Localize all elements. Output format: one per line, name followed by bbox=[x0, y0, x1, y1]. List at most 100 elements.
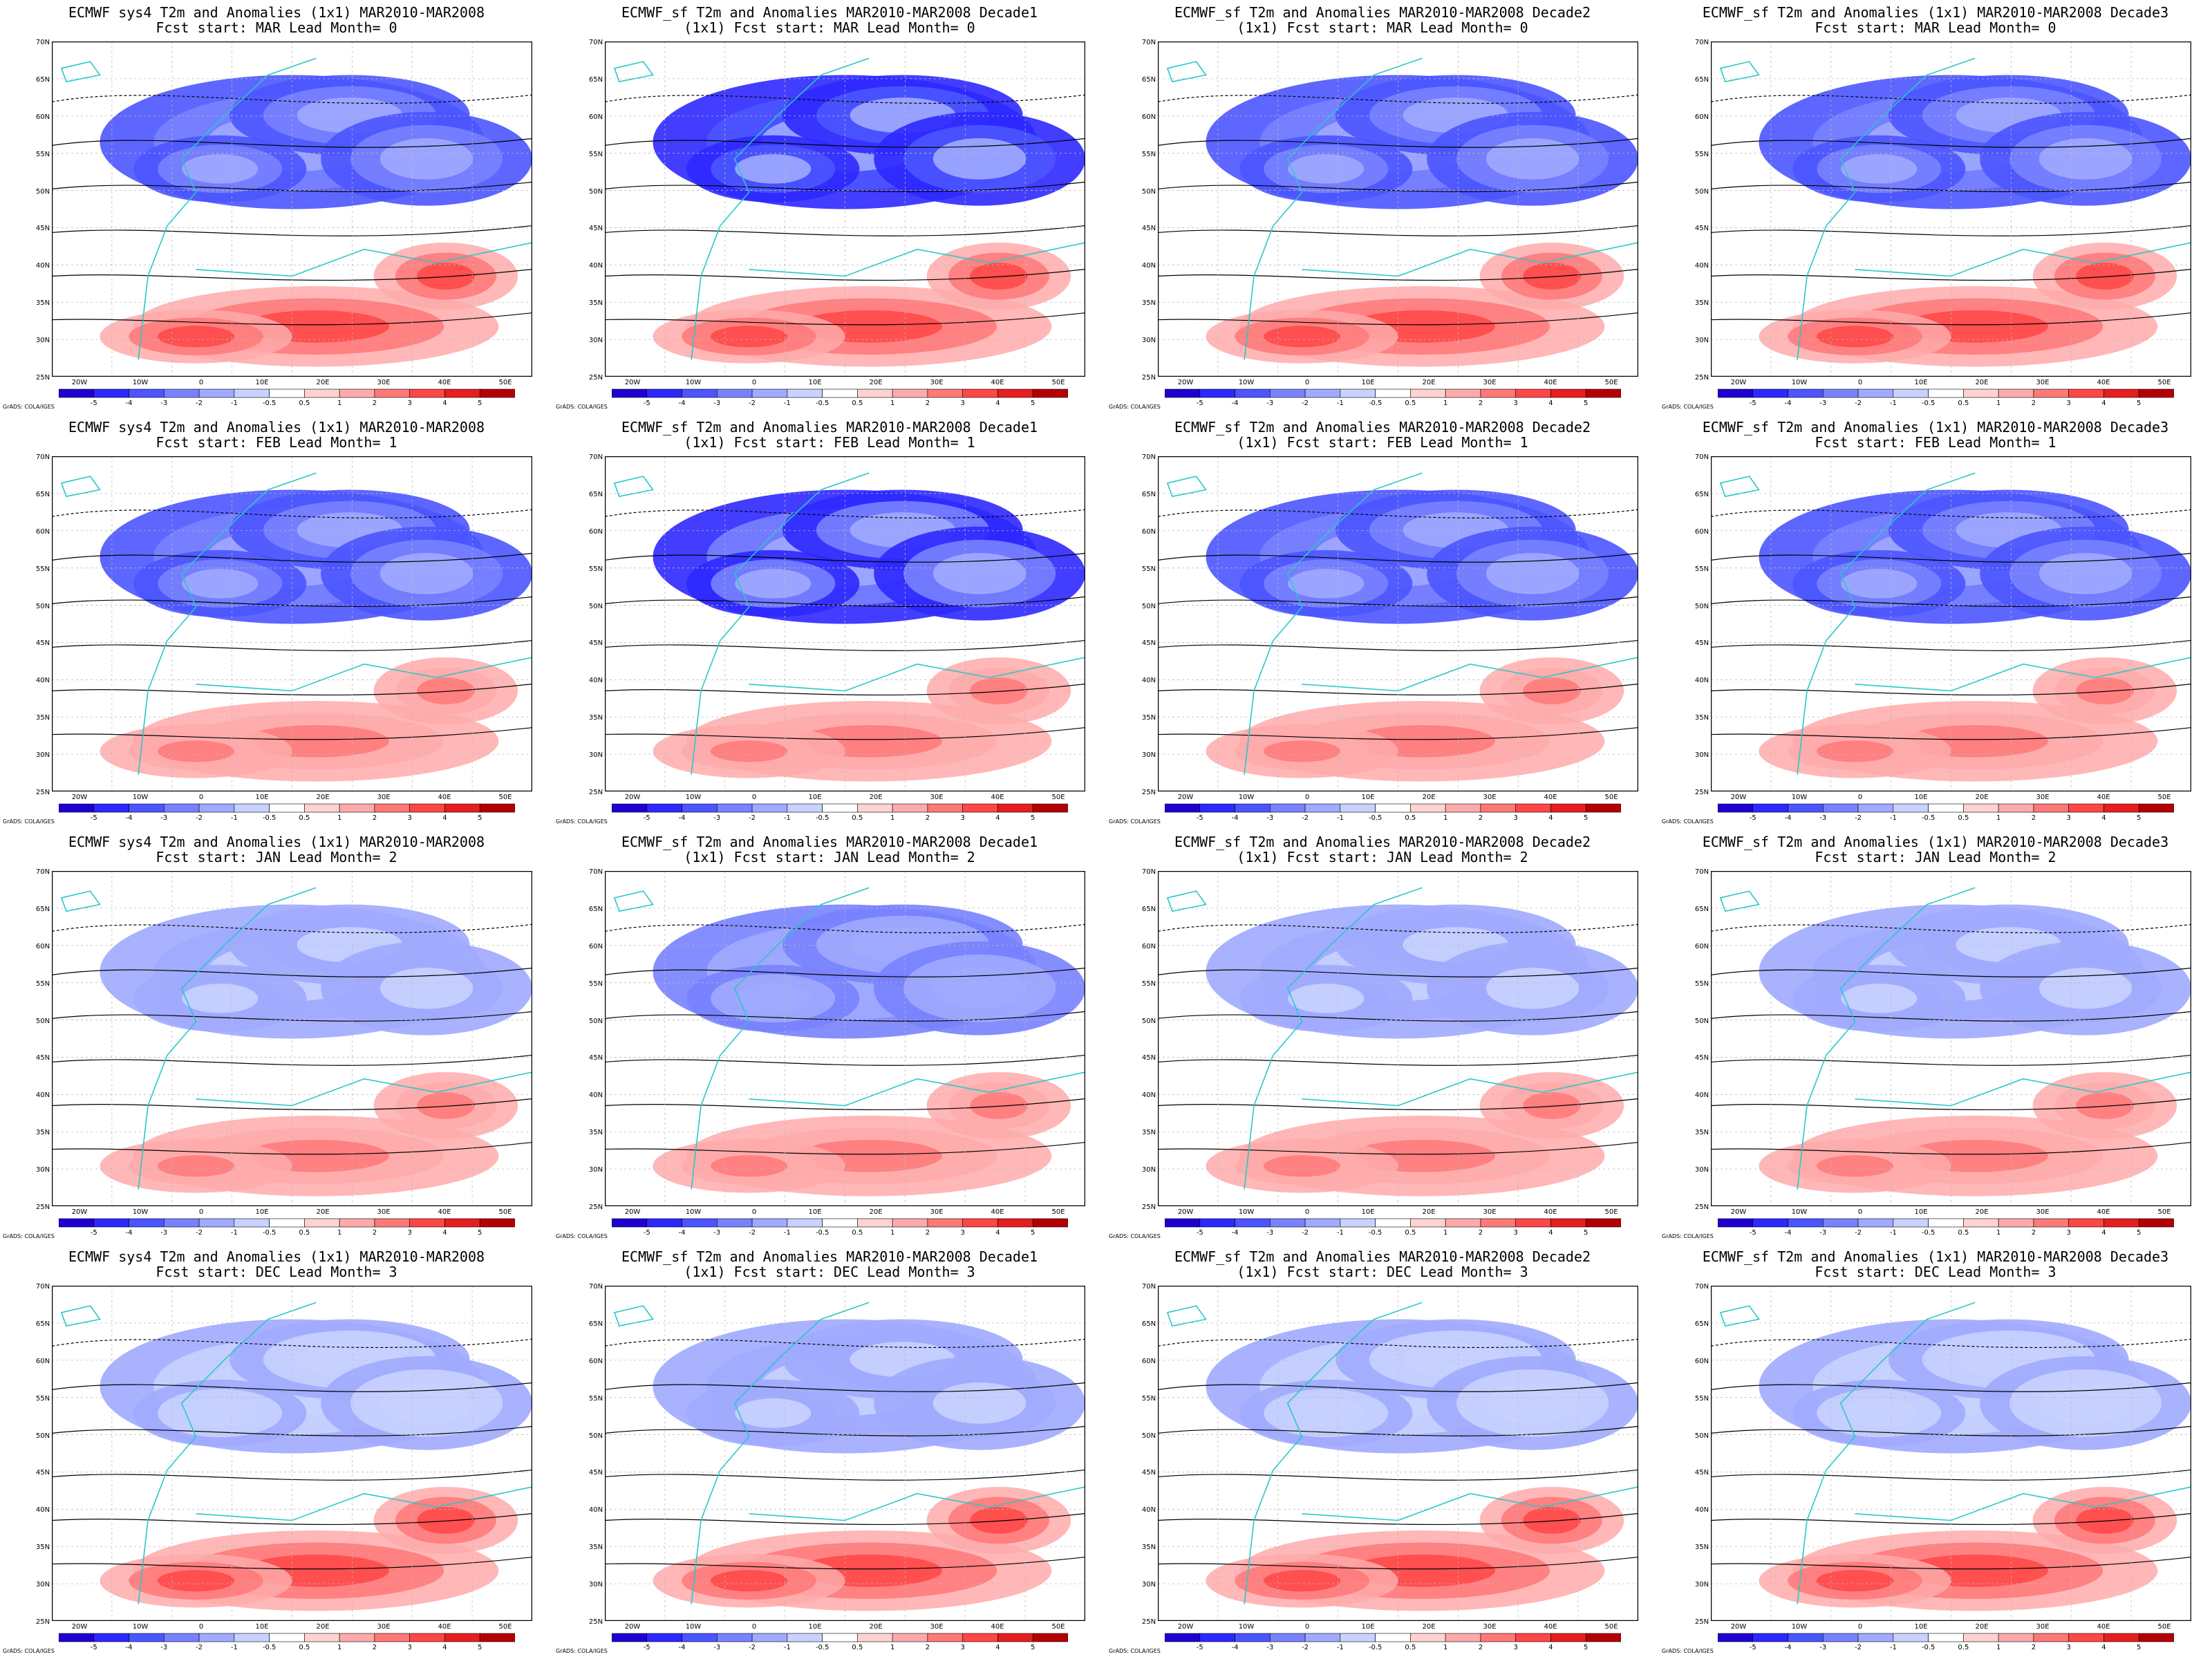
colorbar-swatch bbox=[1963, 1633, 1999, 1642]
colorbar-swatch bbox=[717, 388, 753, 398]
longitude-label: 10E bbox=[255, 794, 269, 801]
cold-anomaly-area bbox=[2038, 138, 2133, 180]
grads-credit: GrADS: COLA/IGES bbox=[1109, 404, 1161, 410]
longitude-label: 10W bbox=[685, 1623, 702, 1631]
colorbar-swatch bbox=[787, 803, 823, 813]
colorbar-swatch bbox=[717, 803, 753, 813]
latitude-label: 50N bbox=[1141, 187, 1156, 196]
colorbar-swatch bbox=[612, 803, 648, 813]
colorbar-label: -3 bbox=[713, 1644, 721, 1651]
colorbar-label: 1 bbox=[337, 400, 342, 407]
colorbar-label: -5 bbox=[90, 400, 97, 407]
panel-subtitle: (1x1) Fcst start: FEB Lead Month= 1 bbox=[1237, 434, 1528, 451]
longitude-label: 40E bbox=[2097, 379, 2110, 386]
isotherm-contour bbox=[605, 1469, 1085, 1481]
colorbar-swatch bbox=[646, 1218, 682, 1228]
panel-title: ECMWF sys4 T2m and Anomalies (1x1) MAR20… bbox=[68, 1248, 485, 1265]
colorbar-swatch bbox=[1585, 803, 1621, 813]
colorbar-label: -5 bbox=[643, 1644, 650, 1651]
colorbar-swatch bbox=[1718, 803, 1754, 813]
colorbar-label: 3 bbox=[960, 1229, 965, 1237]
longitude-label: 20W bbox=[1730, 1623, 1747, 1631]
grads-credit: GrADS: COLA/IGES bbox=[3, 404, 55, 410]
longitude-label: 30E bbox=[2036, 1623, 2050, 1631]
colorbar-label: 5 bbox=[1031, 1229, 1035, 1237]
colorbar-swatch bbox=[1893, 1218, 1929, 1228]
colorbar-swatch bbox=[857, 1218, 893, 1228]
longitude-label: 0 bbox=[751, 794, 757, 801]
colorbar-swatch bbox=[1445, 1633, 1481, 1642]
colorbar-swatch bbox=[1585, 388, 1621, 398]
colorbar-swatch bbox=[927, 803, 963, 813]
latitude-label: 30N bbox=[1141, 337, 1156, 345]
colorbar-label: 3 bbox=[1513, 1644, 1518, 1651]
colorbar-swatch bbox=[1480, 1218, 1516, 1228]
longitude-label: 20E bbox=[316, 1208, 330, 1216]
isotherm-contour bbox=[605, 1098, 1085, 1111]
latitude-label: 35N bbox=[588, 1129, 603, 1137]
colorbar-label: 1 bbox=[337, 1229, 342, 1237]
longitude-label: 10E bbox=[255, 1623, 269, 1631]
map-frame bbox=[605, 871, 1085, 1206]
latitude-label: 70N bbox=[35, 1283, 50, 1291]
latitude-label: 35N bbox=[588, 299, 603, 308]
colorbar-swatch bbox=[1893, 1633, 1929, 1642]
latitude-label: 25N bbox=[588, 374, 603, 382]
colorbar bbox=[59, 1633, 515, 1642]
longitude-label: 10W bbox=[1791, 1623, 1808, 1631]
longitude-label: 10W bbox=[1238, 1623, 1255, 1631]
longitude-label: 10E bbox=[1914, 794, 1928, 801]
longitude-label: 30E bbox=[2036, 794, 2050, 801]
colorbar-label: 1 bbox=[890, 400, 895, 407]
colorbar-swatch bbox=[444, 1633, 480, 1642]
colorbar-swatch bbox=[717, 1633, 753, 1642]
longitude-label: 20W bbox=[71, 379, 88, 386]
colorbar-label: 0.5 bbox=[852, 1229, 863, 1237]
colorbar-label: 2 bbox=[1478, 1229, 1483, 1237]
colorbar-label: -1 bbox=[783, 1229, 791, 1237]
map-panel: ECMWF sys4 T2m and Anomalies (1x1) MAR20… bbox=[0, 1244, 553, 1659]
longitude-label: 10E bbox=[255, 379, 269, 386]
colorbar-swatch bbox=[1998, 1218, 2034, 1228]
longitude-label: 40E bbox=[991, 379, 1004, 386]
map-panel: ECMWF_sf T2m and Anomalies (1x1) MAR2010… bbox=[1659, 415, 2212, 830]
longitude-label: 10E bbox=[1361, 1208, 1375, 1216]
colorbar-label: -3 bbox=[1819, 1229, 1827, 1237]
isotherm-contour bbox=[52, 683, 532, 696]
longitude-label: 20E bbox=[1422, 379, 1436, 386]
coastline bbox=[1166, 1302, 1638, 1604]
latitude-label: 45N bbox=[1141, 225, 1156, 233]
colorbar-swatch bbox=[1585, 1633, 1621, 1642]
colorbar-label: -5 bbox=[1196, 400, 1203, 407]
colorbar-swatch bbox=[1823, 388, 1859, 398]
colorbar-swatch bbox=[1998, 388, 2034, 398]
latitude-label: 25N bbox=[1141, 374, 1156, 382]
latitude-label: 50N bbox=[588, 602, 603, 610]
colorbar-swatch bbox=[1304, 1218, 1341, 1228]
colorbar-label: 2 bbox=[2031, 1644, 2036, 1651]
isotherm-contour bbox=[1158, 312, 1638, 326]
isotherm-contour bbox=[1158, 639, 1638, 651]
isotherm-contour bbox=[605, 1054, 1085, 1066]
colorbar-label: -2 bbox=[196, 814, 203, 822]
longitude-label: 30E bbox=[930, 794, 944, 801]
map-frame bbox=[52, 871, 532, 1206]
colorbar-swatch bbox=[997, 803, 1033, 813]
longitude-label: 30E bbox=[930, 1208, 944, 1216]
cold-anomaly-area bbox=[1288, 568, 1365, 599]
colorbar-swatch bbox=[198, 1633, 235, 1642]
anomaly-map bbox=[1158, 871, 1638, 1206]
colorbar-swatch bbox=[1480, 803, 1516, 813]
colorbar-swatch bbox=[1032, 388, 1068, 398]
latitude-label: 35N bbox=[588, 714, 603, 722]
longitude-label: 20W bbox=[71, 1623, 88, 1631]
cold-anomaly-area bbox=[932, 552, 1027, 594]
longitude-label: 10W bbox=[1238, 1208, 1255, 1216]
colorbar-swatch bbox=[1998, 803, 2034, 813]
warm-anomaly-area bbox=[1263, 326, 1341, 348]
cold-anomaly-area bbox=[379, 1382, 474, 1424]
anomaly-map bbox=[1711, 871, 2191, 1206]
latitude-label: 35N bbox=[1694, 299, 1709, 308]
colorbar-swatch bbox=[93, 1218, 129, 1228]
colorbar-label: -1 bbox=[230, 400, 238, 407]
